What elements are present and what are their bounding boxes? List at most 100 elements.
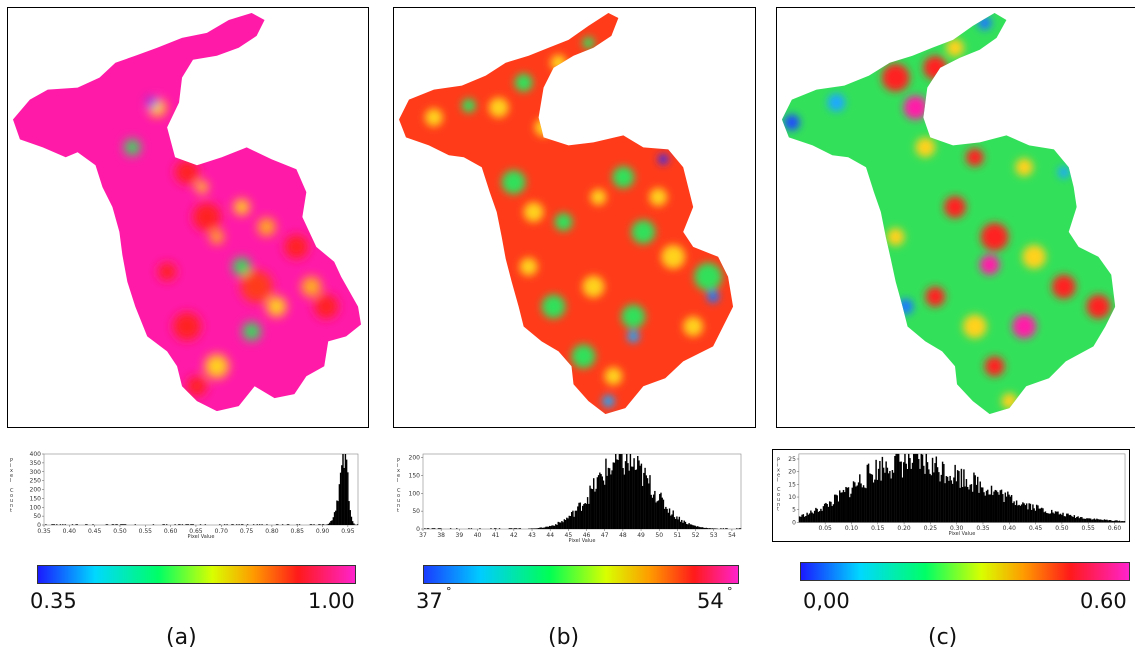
histogram-bar xyxy=(327,523,330,525)
histogram-bar xyxy=(578,502,580,529)
histogram-bar xyxy=(861,487,864,523)
histogram-bar xyxy=(531,528,534,529)
y-tick-label: 400 xyxy=(30,451,42,458)
histogram-bar xyxy=(152,524,155,525)
histogram-bar xyxy=(798,516,801,523)
histogram-bar xyxy=(575,510,578,529)
histogram-bar xyxy=(573,516,575,529)
histogram-bar xyxy=(881,456,884,523)
x-tick-label: 0.45 xyxy=(1029,526,1043,532)
histogram-bar xyxy=(256,524,258,525)
histogram-bar xyxy=(687,524,689,529)
histogram-bar xyxy=(1086,518,1088,523)
histogram-bar xyxy=(1005,496,1008,523)
histogram-bar xyxy=(533,528,535,529)
histogram-bar xyxy=(924,473,926,523)
histogram-bar xyxy=(51,524,53,525)
histogram-bar xyxy=(1015,500,1018,523)
histogram-bar xyxy=(596,477,599,529)
y-tick-label: 0 xyxy=(416,526,420,533)
histogram-bar xyxy=(615,454,617,529)
histogram-bar xyxy=(561,521,563,529)
x-tick-label: 0.50 xyxy=(113,528,127,535)
histogram-bar xyxy=(812,513,815,523)
histogram-bar xyxy=(997,492,999,523)
x-tick-label: 49 xyxy=(637,532,645,539)
histogram-bar xyxy=(191,524,193,525)
histogram-bar xyxy=(187,524,190,525)
y-tick-label: 0 xyxy=(37,522,41,529)
histogram-bar xyxy=(987,489,989,523)
histogram-bar xyxy=(637,456,639,529)
histogram-bar xyxy=(979,481,981,523)
histogram-bar xyxy=(828,501,831,523)
histogram-bar xyxy=(1028,503,1030,523)
histogram-bar xyxy=(342,454,344,525)
histogram-bar xyxy=(111,524,114,525)
histogram-bar xyxy=(134,524,136,525)
histogram-bar xyxy=(654,490,656,529)
histogram-bar xyxy=(879,460,881,523)
histogram-bar xyxy=(548,525,551,529)
histogram-bar xyxy=(982,487,984,523)
x-tick-label: 0.85 xyxy=(291,528,305,535)
histogram-bar xyxy=(552,525,555,529)
histogram-b-plot: 37 38 39 40 41 42 43 44 45 46 47 48 49 50 51 52 53 54 0 50 1… xyxy=(397,453,742,544)
histogram-bar xyxy=(862,485,865,523)
histogram-bar xyxy=(803,516,806,523)
histogram-bar xyxy=(994,489,997,523)
histogram-bar xyxy=(676,516,678,529)
histogram-bar xyxy=(901,477,904,523)
histogram-bar xyxy=(511,528,513,529)
histogram-bar xyxy=(928,469,930,523)
colorbar-a xyxy=(37,565,356,584)
histogram-bar xyxy=(677,519,679,529)
histogram-bar xyxy=(588,503,590,529)
y-tick-label: 10 xyxy=(788,495,796,501)
histogram-bar xyxy=(661,497,663,529)
histogram-bar xyxy=(309,524,312,525)
x-tick-label: 47 xyxy=(601,532,609,539)
histogram-bar xyxy=(712,528,715,529)
histogram-bar xyxy=(1062,512,1064,523)
histogram-bar xyxy=(246,524,249,525)
histogram-bar xyxy=(589,485,591,529)
histogram-bar xyxy=(252,524,255,525)
histogram-bar xyxy=(610,474,612,529)
histogram-bar xyxy=(1004,492,1007,523)
histogram-bar xyxy=(550,526,552,529)
histogram-bar xyxy=(318,524,320,525)
histogram-bar xyxy=(645,475,648,529)
histogram-bar xyxy=(76,524,79,525)
histogram-bar xyxy=(190,524,192,525)
histogram-bar xyxy=(335,510,337,525)
colorbar-c xyxy=(800,562,1130,581)
histogram-bar xyxy=(296,524,298,525)
histogram-bar xyxy=(815,507,817,523)
histogram-bar xyxy=(807,514,810,523)
histogram-bar xyxy=(591,489,594,529)
x-tick-label: 0.35 xyxy=(37,528,51,535)
histogram-bar xyxy=(706,528,709,529)
histogram-bar xyxy=(885,461,887,523)
histogram-bar xyxy=(438,528,441,529)
histogram-bar xyxy=(867,463,870,523)
histogram-bar xyxy=(895,453,897,523)
histogram-bar xyxy=(897,453,900,523)
histogram-bar xyxy=(600,474,602,529)
histogram-a-plot: 0.35 0.40 0.45 0.50 0.55 0.60 0.65 0.70 0.75 0.80… xyxy=(10,451,359,540)
histogram-bar xyxy=(626,454,628,529)
histogram-bar xyxy=(813,510,816,523)
histogram-bar xyxy=(1078,518,1081,523)
histogram-bar xyxy=(622,468,624,529)
histogram-bar xyxy=(204,524,207,525)
histogram-bar xyxy=(872,482,875,523)
histogram-bar xyxy=(657,500,660,529)
plot-area xyxy=(43,453,359,526)
histogram-bar xyxy=(1118,520,1121,523)
histogram-bar xyxy=(823,503,826,523)
x-tick-label: 0.90 xyxy=(316,528,330,535)
panel-b-label: (b) xyxy=(548,625,580,650)
histogram-bar xyxy=(877,468,880,523)
histogram-bar xyxy=(120,524,122,525)
